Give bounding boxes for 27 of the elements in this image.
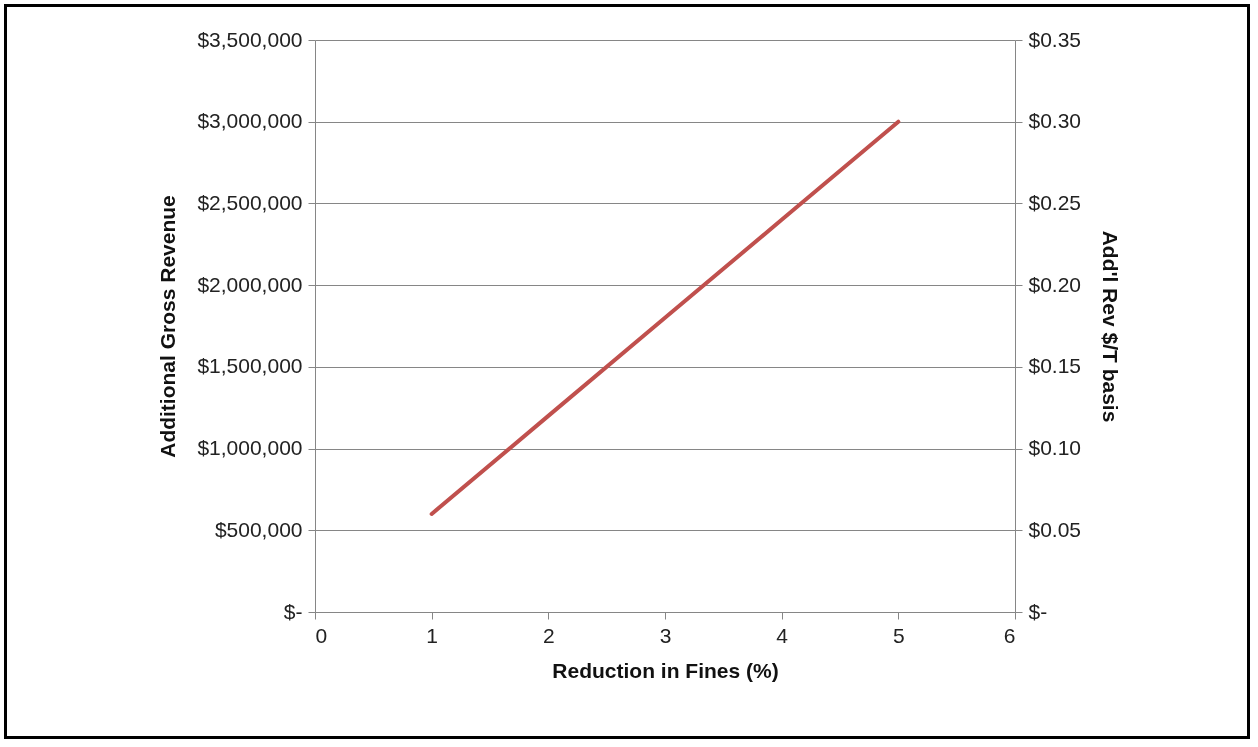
x-tick-label: 3 <box>659 623 672 647</box>
y-tick-label: $2,000,000 <box>197 272 303 296</box>
y2-tick-label: $0.25 <box>1028 190 1082 214</box>
y2-tick-label: $0.35 <box>1028 27 1082 51</box>
y-tick-label: $3,000,000 <box>197 109 303 133</box>
y2-tick-label: $0.15 <box>1028 354 1082 378</box>
x-tick-label: 0 <box>315 623 328 647</box>
y-tick-label: $3,500,000 <box>197 27 303 51</box>
y-tick-label: $- <box>283 599 303 623</box>
y-tick-label: $500,000 <box>214 517 303 541</box>
y2-tick-label: $0.30 <box>1028 109 1082 133</box>
x-tick-label: 2 <box>542 623 555 647</box>
x-tick-label: 5 <box>892 623 905 647</box>
y-tick-label: $2,500,000 <box>197 190 303 214</box>
y2-tick-label: $- <box>1028 599 1048 623</box>
x-axis-title: Reduction in Fines (%) <box>552 658 779 682</box>
x-tick-label: 6 <box>1003 623 1016 647</box>
y2-tick-label: $0.20 <box>1028 272 1082 296</box>
x-tick-label: 4 <box>776 623 789 647</box>
y-axis-title: Additional Gross Revenue <box>156 195 180 458</box>
y2-axis-title: Add'l Rev $/T basis <box>1099 230 1123 423</box>
y2-tick-label: $0.05 <box>1028 517 1082 541</box>
y-tick-label: $1,000,000 <box>197 436 303 460</box>
x-tick-label: 1 <box>426 623 439 647</box>
line-series <box>429 119 901 516</box>
y2-tick-label: $0.10 <box>1028 436 1082 460</box>
y-tick-label: $1,500,000 <box>197 354 303 378</box>
